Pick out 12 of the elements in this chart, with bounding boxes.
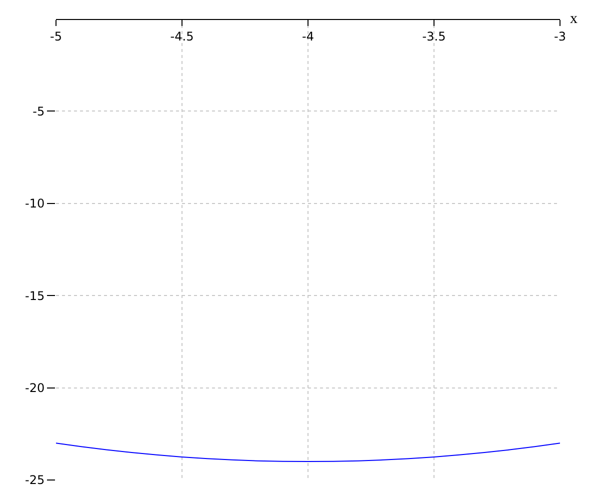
y-tick-label: -15 — [24, 288, 45, 303]
x-tick-label: -3.5 — [422, 29, 446, 44]
x-tick-label: -4.5 — [170, 29, 194, 44]
y-tick-label: -10 — [24, 196, 45, 211]
y-tick-label: -20 — [24, 381, 45, 395]
y-tick-label: -5 — [32, 104, 45, 118]
x-tick-label: -3 — [554, 29, 566, 44]
x-tick-label: -5 — [50, 29, 62, 44]
x-axis-title: x — [570, 11, 578, 27]
x-tick-label: -4 — [302, 29, 314, 44]
y-tick-label: -25 — [24, 473, 45, 488]
line-series — [56, 442, 560, 462]
